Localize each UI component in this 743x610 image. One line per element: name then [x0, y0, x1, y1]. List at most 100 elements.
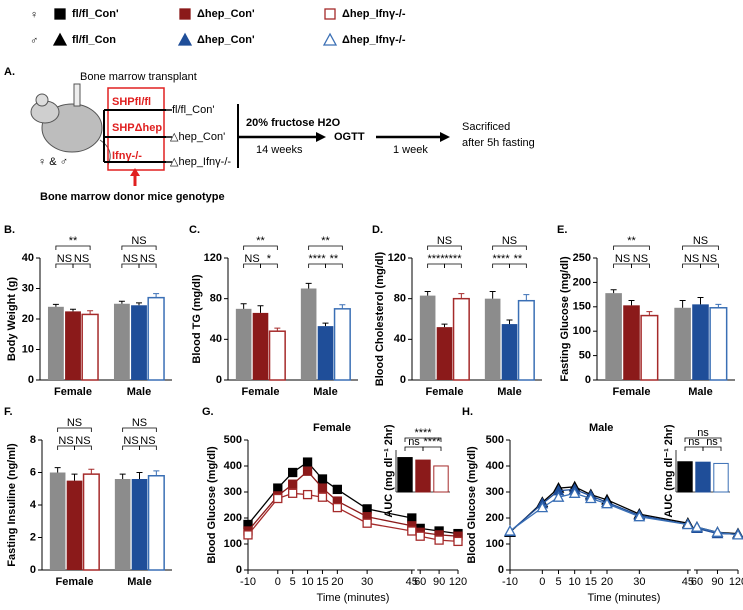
error-bar: [322, 322, 329, 327]
x-tick-label: 5: [290, 576, 296, 588]
significance-label: NS: [123, 253, 138, 265]
marker: [288, 488, 298, 498]
marker: [434, 535, 444, 545]
bar: [484, 298, 501, 380]
significance-label: ns: [408, 436, 420, 448]
group-label: △hep_Con': [170, 131, 225, 143]
x-tick-label: Female: [426, 386, 464, 398]
panel-label: H.: [462, 406, 473, 418]
x-tick-label: -10: [240, 576, 256, 588]
group-label: fl/fl_Con': [172, 104, 214, 116]
x-tick-label: 30: [361, 576, 373, 588]
significance-bracket: [422, 446, 442, 451]
significance-bracket: [509, 263, 527, 268]
significance-bracket: [700, 263, 719, 268]
y-tick-label: 100: [573, 325, 591, 337]
significance-label: NS: [58, 435, 73, 447]
x-axis-label: Time (minutes): [317, 592, 390, 604]
panel-label: G.: [202, 406, 214, 418]
x-tick-label: Male: [497, 386, 521, 398]
significance-label: NS: [132, 417, 147, 429]
marker: [453, 536, 463, 547]
arrowhead: [316, 132, 326, 142]
bar: [419, 295, 436, 380]
inset-bar: [713, 462, 729, 493]
error-bar: [715, 303, 722, 308]
donor: SHPΔhep: [112, 122, 162, 134]
y-tick-label: 20: [22, 313, 34, 325]
x-tick-label: 30: [633, 576, 645, 588]
y-tick-label: 250: [573, 252, 591, 264]
bar: [49, 472, 66, 570]
marker: [317, 492, 328, 502]
y-tick-label: 400: [224, 460, 242, 472]
marker: [302, 457, 313, 467]
marker: [568, 487, 581, 498]
y-tick-label: 8: [30, 434, 36, 446]
x-tick-label: Female: [56, 576, 94, 588]
significance-label: NS: [140, 435, 155, 447]
legend-label: fl/fl_Con': [72, 8, 119, 20]
significance-bracket: [243, 245, 278, 250]
bar: [131, 479, 148, 570]
legend-marker: [54, 8, 66, 20]
legend-label: Δhep_Con': [197, 8, 255, 20]
endpoint: Sacrificed: [462, 121, 510, 133]
y-tick-label: 150: [573, 301, 591, 313]
significance-label: NS: [633, 253, 648, 265]
error-bar: [240, 303, 247, 309]
bar: [47, 306, 64, 380]
marker: [552, 491, 565, 502]
significance-bracket: [139, 445, 157, 450]
marker: [332, 502, 342, 513]
bar: [623, 305, 640, 380]
x-tick-label: 20: [601, 576, 613, 588]
significance-label: **: [256, 235, 265, 247]
donor: Ifnγ-/-: [112, 150, 142, 162]
y-tick-label: 500: [486, 434, 504, 446]
treatment: 20% fructose H2O: [246, 117, 341, 129]
x-tick-label: 15: [585, 576, 597, 588]
significance-bracket: [325, 263, 343, 268]
error-bar: [274, 327, 281, 332]
interval: 1 week: [393, 144, 428, 156]
legend-marker: [177, 32, 193, 46]
significance-label: NS: [57, 253, 72, 265]
bar: [640, 314, 659, 381]
marker: [273, 483, 283, 493]
inset-bar: [433, 465, 449, 493]
y-tick-label: 300: [224, 486, 242, 498]
arrowhead: [440, 132, 450, 142]
y-tick-label: 400: [486, 460, 504, 472]
bar: [147, 475, 165, 571]
panel-label: D.: [372, 224, 383, 236]
error-bar: [697, 297, 704, 305]
significance-bracket: [74, 445, 92, 450]
endpoint: after 5h fasting: [462, 137, 535, 149]
y-axis-label: Fasting Insuline (ng/ml): [6, 443, 18, 567]
error-bar: [88, 468, 95, 475]
mouse-ear: [35, 93, 49, 107]
significance-label: NS: [693, 235, 708, 247]
significance-label: ****: [309, 253, 327, 265]
y-tick-label: 40: [394, 333, 406, 345]
marker: [691, 520, 703, 532]
significance-label: NS: [140, 253, 155, 265]
error-bar: [70, 308, 76, 312]
bar: [333, 308, 351, 381]
line: [509, 488, 688, 533]
x-tick-label: 60: [691, 576, 703, 588]
marker: [407, 526, 417, 536]
error-bar: [305, 282, 312, 289]
bar: [692, 304, 709, 380]
y-tick-label: 100: [224, 538, 242, 550]
significance-label: ****: [493, 253, 511, 265]
y-axis-label: Blood TG (mg/dl): [191, 274, 203, 364]
significance-label: **: [627, 235, 636, 247]
significance-bracket: [72, 263, 91, 268]
error-bar: [424, 291, 431, 296]
significance-label: NS: [131, 235, 146, 247]
significance-label: ns: [697, 427, 709, 439]
bar: [65, 311, 81, 380]
significance-bracket: [308, 245, 343, 250]
